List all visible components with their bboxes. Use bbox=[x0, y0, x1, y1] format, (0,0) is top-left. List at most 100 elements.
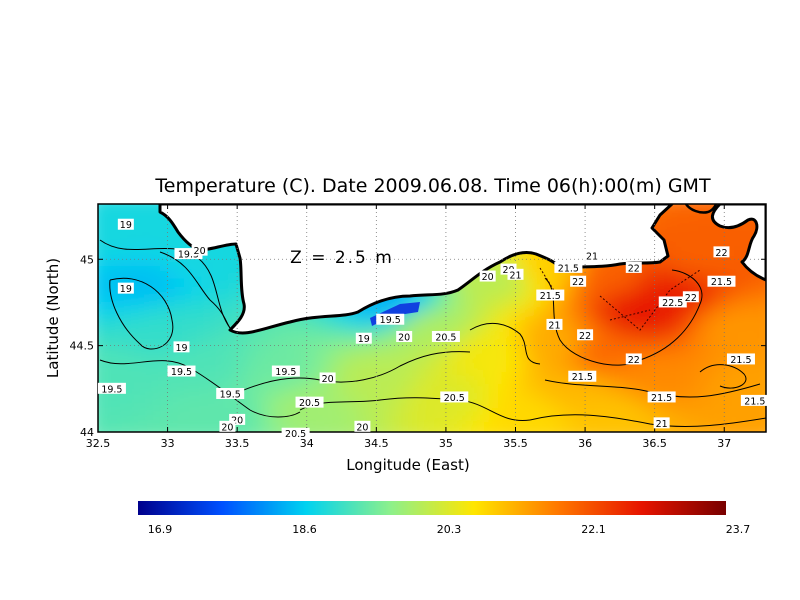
field-cell bbox=[242, 336, 255, 349]
field-cell bbox=[362, 348, 375, 361]
field-cell bbox=[122, 432, 135, 445]
contour-label-text: 22 bbox=[628, 355, 640, 366]
field-cell bbox=[494, 420, 507, 432]
field-cell bbox=[578, 300, 591, 313]
field-cell bbox=[194, 408, 207, 421]
field-cell bbox=[638, 300, 651, 313]
field-cell bbox=[638, 288, 651, 301]
field-cell bbox=[578, 348, 591, 361]
field-cell bbox=[554, 360, 567, 373]
field-cell bbox=[98, 300, 99, 313]
field-cell bbox=[674, 312, 687, 325]
field-cell bbox=[326, 360, 339, 373]
field-cell bbox=[146, 384, 159, 397]
contour-label-text: 21 bbox=[548, 320, 560, 331]
field-cell bbox=[398, 372, 411, 385]
field-cell bbox=[254, 372, 267, 385]
x-tick-label: 33 bbox=[161, 437, 175, 450]
field-cell bbox=[314, 408, 327, 421]
contour-label-box bbox=[554, 261, 583, 273]
field-cell bbox=[614, 288, 627, 301]
contour-label-text: 21.5 bbox=[730, 355, 751, 366]
field-cell bbox=[494, 348, 507, 361]
field-cell bbox=[158, 300, 171, 313]
field-cell bbox=[422, 432, 435, 445]
contour-label-box bbox=[682, 291, 699, 303]
field-cell bbox=[326, 432, 339, 445]
field-cell bbox=[350, 312, 363, 325]
field-cell bbox=[314, 360, 327, 373]
field-cell bbox=[386, 324, 399, 337]
field-cell bbox=[698, 252, 711, 265]
field-cell bbox=[134, 384, 147, 397]
field-cell bbox=[386, 360, 399, 373]
field-cell bbox=[770, 360, 783, 373]
field-cell bbox=[398, 348, 411, 361]
y-tick-label: 44 bbox=[80, 426, 94, 439]
field-cell bbox=[590, 420, 603, 432]
field-cell bbox=[338, 396, 351, 409]
field-cell bbox=[206, 324, 219, 337]
field-cell bbox=[530, 324, 543, 337]
field-cell bbox=[530, 264, 543, 277]
field-cell bbox=[422, 384, 435, 397]
field-cell bbox=[686, 336, 699, 349]
field-cell bbox=[110, 432, 123, 445]
field-cell bbox=[254, 396, 267, 409]
field-cell bbox=[590, 348, 603, 361]
field-cell bbox=[146, 360, 159, 373]
field-cell bbox=[302, 360, 315, 373]
field-cell bbox=[566, 348, 579, 361]
field-cell bbox=[650, 276, 663, 289]
field-cell bbox=[218, 336, 231, 349]
field-cell bbox=[662, 228, 675, 241]
sea-of-azov-edge bbox=[684, 204, 718, 214]
contour-label-text: 21 bbox=[509, 270, 521, 281]
x-tick-label: 34 bbox=[300, 437, 314, 450]
field-cell bbox=[710, 324, 723, 337]
field-cell bbox=[170, 408, 183, 421]
field-cell bbox=[338, 348, 351, 361]
field-cell bbox=[770, 408, 783, 421]
field-cell bbox=[494, 408, 507, 421]
field-cell bbox=[98, 312, 99, 325]
contour-label-text: 21 bbox=[656, 419, 668, 430]
field-cell bbox=[566, 336, 579, 349]
field-cell bbox=[110, 324, 123, 337]
colorbar-tick-label: 20.3 bbox=[437, 523, 462, 536]
field-cell bbox=[146, 228, 159, 241]
field-cell bbox=[122, 396, 135, 409]
field-cell bbox=[110, 396, 123, 409]
contour-label: 19.5 bbox=[271, 365, 300, 378]
contour-label-text: 21.5 bbox=[540, 291, 561, 302]
field-cell bbox=[278, 324, 291, 337]
field-cell bbox=[350, 384, 363, 397]
field-cell bbox=[338, 420, 351, 432]
contour-label: 19.5 bbox=[376, 313, 405, 326]
field-cell bbox=[482, 312, 495, 325]
field-cell bbox=[326, 324, 339, 337]
field-cell bbox=[122, 372, 135, 385]
field-cell bbox=[722, 264, 735, 277]
contour-label-box bbox=[658, 296, 687, 308]
contour-label: 21.5 bbox=[568, 370, 597, 383]
y-tick-label: 44.5 bbox=[70, 340, 95, 353]
field-cell bbox=[98, 324, 99, 337]
field-cell bbox=[698, 432, 711, 445]
field-cell bbox=[254, 420, 267, 432]
field-cell bbox=[290, 348, 303, 361]
field-cell bbox=[602, 360, 615, 373]
field-cell bbox=[722, 408, 735, 421]
field-cell bbox=[530, 336, 543, 349]
field-cell bbox=[110, 372, 123, 385]
field-cell bbox=[338, 324, 351, 337]
field-cell bbox=[698, 216, 711, 229]
field-cell bbox=[98, 288, 111, 301]
field-cell bbox=[758, 432, 771, 445]
field-cell bbox=[158, 408, 171, 421]
colorbar-tick-label: 22.1 bbox=[581, 523, 606, 536]
field-cell bbox=[662, 336, 675, 349]
field-cell bbox=[266, 408, 279, 421]
field-cell bbox=[602, 300, 615, 313]
